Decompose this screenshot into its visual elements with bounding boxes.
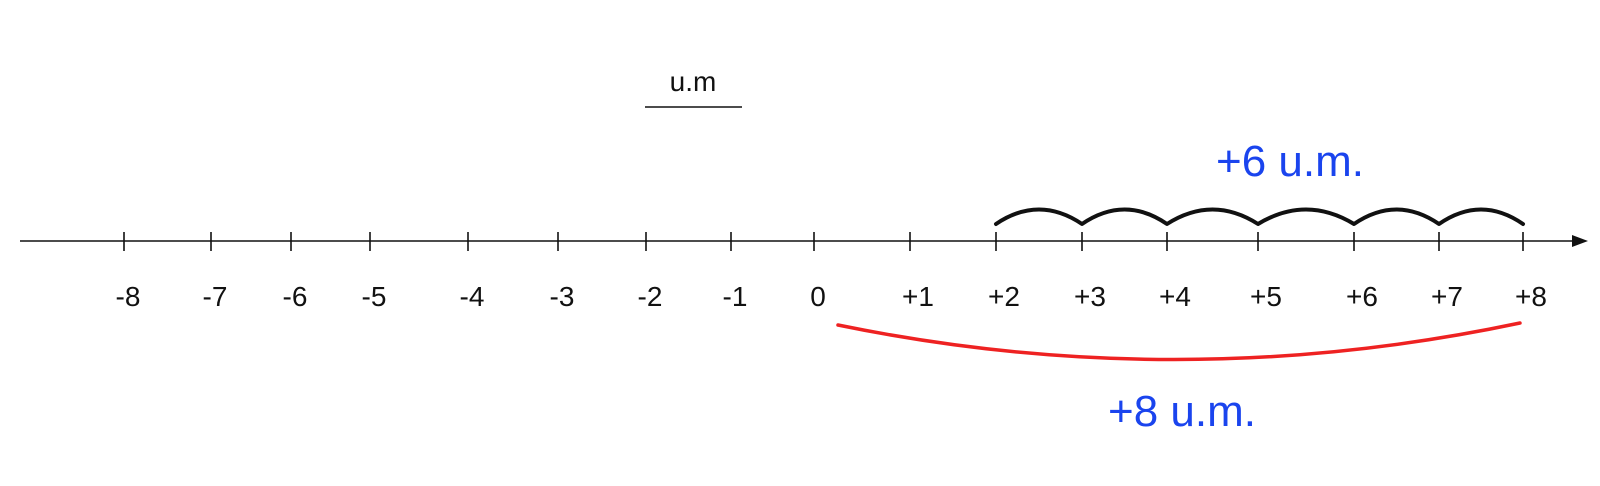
tick-label: +5 xyxy=(1250,281,1282,312)
tick-label: +7 xyxy=(1431,281,1463,312)
tick-label: -4 xyxy=(460,281,485,312)
span-annotation: +8 u.m. xyxy=(1108,387,1256,436)
tick-label: -1 xyxy=(723,281,748,312)
tick-label-group: -8 -7 -6 -5 -4 -3 -2 -1 0 +1 +2 +3 +4 +5 +6 +7 +8 xyxy=(116,281,1547,312)
tick-label: +1 xyxy=(902,281,934,312)
tick-label: -6 xyxy=(283,281,308,312)
axis-arrowhead xyxy=(1572,235,1588,247)
tick-label: -7 xyxy=(203,281,228,312)
hop-arcs xyxy=(994,207,1525,226)
tick-label: +4 xyxy=(1159,281,1191,312)
span-arc xyxy=(836,321,1522,362)
tick-label: +3 xyxy=(1074,281,1106,312)
tick-group xyxy=(123,232,1524,251)
tick-label: 0 xyxy=(810,281,826,312)
tick-label: +2 xyxy=(988,281,1020,312)
tick-label: -3 xyxy=(550,281,575,312)
tick-label: +8 xyxy=(1515,281,1547,312)
tick-label: -5 xyxy=(362,281,387,312)
tick-label: -2 xyxy=(638,281,663,312)
unit-legend-label: u.m xyxy=(670,66,717,97)
tick-label: -8 xyxy=(116,281,141,312)
hops-annotation: +6 u.m. xyxy=(1216,137,1364,186)
tick-label: +6 xyxy=(1346,281,1378,312)
